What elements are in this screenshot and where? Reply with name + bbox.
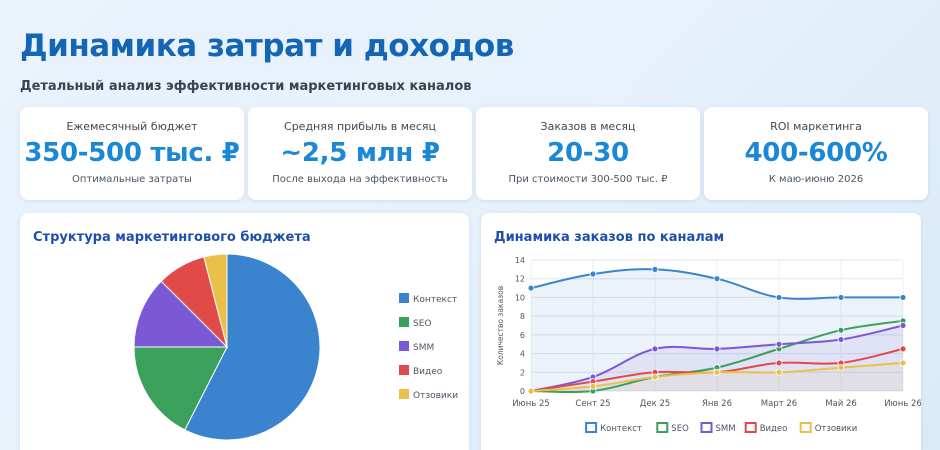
kpi-label: Ежемесячный бюджет (66, 120, 198, 133)
kpi-card-roi: ROI маркетинга 400-600% К маю-июню 2026 (704, 107, 928, 200)
series-point (651, 345, 659, 353)
x-tick-label: Янв 26 (702, 399, 732, 409)
orders-dynamics-panel: Динамика заказов по каналам 0 2 4 6 8 10 12 14 И… (481, 213, 921, 450)
line-legend-label: Видео (760, 424, 788, 434)
pie-slice-4 (203, 253, 228, 348)
y-axis-label: Количество заказов (496, 286, 505, 365)
pie-chart-title: Структура маркетингового бюджета (33, 230, 311, 245)
kpi-note: Оптимальные затраты (72, 174, 192, 185)
series-point (775, 359, 783, 367)
budget-structure-panel: Структура маркетингового бюджета Контекс… (20, 213, 469, 450)
y-tick-label: 0 (520, 387, 525, 396)
series-point (713, 345, 721, 353)
line-legend-swatch (585, 422, 598, 433)
pie-legend-label: SEO (413, 319, 431, 329)
series-point (837, 336, 845, 343)
series-point (899, 359, 907, 367)
series-point (651, 373, 659, 381)
pie-legend-label: Видео (413, 367, 443, 377)
line-legend-swatch (656, 422, 669, 433)
kpi-card-orders: Заказов в месяц 20-30 При стоимости 300-… (476, 107, 700, 200)
pie-legend-swatch (399, 341, 409, 351)
x-tick-label: Март 26 (761, 399, 797, 409)
series-point (837, 294, 845, 301)
kpi-row: Ежемесячный бюджет 350-500 тыс. ₽ Оптима… (20, 107, 940, 200)
series-point (837, 326, 845, 334)
y-tick-label: 10 (515, 293, 525, 302)
y-tick-label: 12 (515, 275, 525, 284)
pie-legend-label: Контекст (413, 295, 457, 305)
series-point (775, 340, 783, 348)
page-title: Динамика затрат и доходов (20, 28, 514, 64)
pie-slice-2 (133, 280, 229, 348)
line-legend-label: SEO (671, 424, 689, 434)
series-point (527, 387, 535, 395)
y-tick-label: 8 (520, 312, 525, 321)
orders-line-chart: 0 2 4 6 8 10 12 14 Июнь 25 Сент 25 Дек 25 Янв 26 Мар… (496, 256, 921, 434)
series-point (651, 265, 659, 273)
series-point (775, 294, 783, 301)
series-point (899, 345, 907, 353)
line-legend-label: Отзовики (815, 424, 858, 434)
x-tick-label: Май 26 (825, 399, 857, 409)
line-legend-label: Контекст (600, 424, 642, 434)
line-legend-swatch (744, 422, 757, 433)
pie-legend-label: Отзовики (413, 391, 458, 401)
series-area-0 (531, 269, 903, 391)
kpi-value: 20-30 (547, 138, 629, 168)
kpi-value: 350-500 тыс. ₽ (24, 138, 240, 168)
series-area-2 (531, 325, 903, 391)
line-legend-swatch (799, 422, 812, 433)
page-subtitle: Детальный анализ эффективности маркетинг… (20, 79, 472, 94)
pie-slice-0 (184, 253, 321, 441)
kpi-note: После выхода на эффективность (272, 174, 448, 185)
series-point (589, 382, 597, 390)
x-tick-label: Июнь 26 (884, 399, 921, 409)
pie-legend-swatch (399, 317, 409, 327)
kpi-value: ~2,5 млн ₽ (280, 138, 440, 168)
x-tick-label: Сент 25 (575, 399, 610, 409)
pie-legend-swatch (399, 293, 409, 303)
series-point (899, 294, 907, 301)
pie-legend-label: SMM (413, 343, 434, 353)
x-tick-label: Июнь 25 (512, 399, 550, 409)
budget-pie-chart: Контекст SEO SMM Видео Отзовики (133, 253, 458, 441)
line-legend-swatch (700, 422, 713, 433)
y-tick-label: 2 (520, 368, 525, 377)
x-tick-label: Дек 25 (640, 399, 671, 409)
series-point (589, 270, 597, 278)
series-point (837, 364, 845, 372)
y-tick-label: 14 (515, 256, 525, 265)
series-point (899, 322, 907, 329)
kpi-label: Средняя прибыль в месяц (284, 120, 436, 133)
pie-legend-swatch (399, 365, 409, 375)
y-tick-label: 4 (520, 350, 525, 359)
kpi-card-budget: Ежемесячный бюджет 350-500 тыс. ₽ Оптима… (20, 107, 244, 200)
y-tick-label: 6 (520, 331, 525, 340)
series-point (775, 368, 783, 376)
kpi-label: ROI маркетинга (770, 120, 862, 133)
series-point (713, 275, 721, 283)
kpi-card-profit: Средняя прибыль в месяц ~2,5 млн ₽ После… (248, 107, 472, 200)
kpi-value: 400-600% (744, 138, 888, 168)
kpi-label: Заказов в месяц (540, 120, 636, 133)
pie-slice-1 (133, 346, 228, 431)
line-legend-label: SMM (716, 424, 736, 434)
pie-legend-swatch (399, 389, 409, 399)
series-point (527, 284, 535, 292)
kpi-note: К маю-июню 2026 (768, 174, 864, 185)
kpi-note: При стоимости 300-500 тыс. ₽ (508, 174, 668, 185)
line-chart-title: Динамика заказов по каналам (494, 230, 725, 245)
series-point (713, 368, 721, 376)
